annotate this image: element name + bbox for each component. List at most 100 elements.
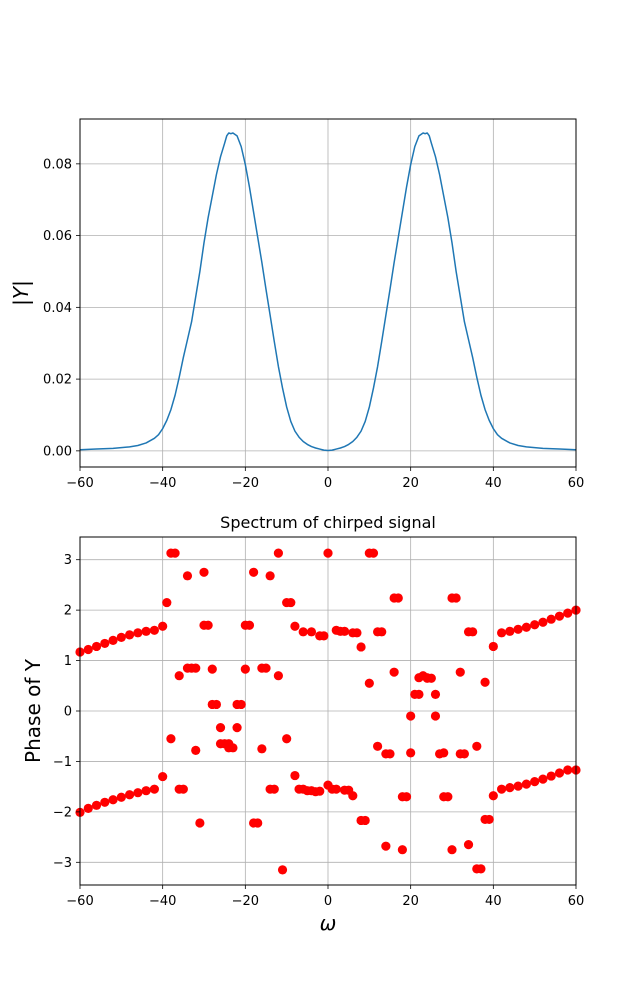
phase-data-point [327,784,337,794]
phase-data-point [455,667,465,677]
phase-plot-title: Spectrum of chirped signal [220,513,436,532]
phase-data-point [443,792,453,802]
phase-data-point [401,792,412,802]
phase-data-point [149,784,159,794]
phase-data-point [484,814,494,825]
magnitude-y-tick-label: 0.00 [43,444,72,459]
phase-data-point [100,638,110,649]
magnitude-y-ticks: 0.00 0.02 0.04 0.06 0.08 [43,157,80,459]
phase-data-point [410,689,420,699]
phase-data-point [373,741,383,751]
phase-data-point [273,548,283,558]
phase-data-point [203,620,213,630]
phase-data-point [319,631,329,641]
phase-y-ticks: −3 −2 −1 0 1 2 3 [53,553,80,871]
phase-y-tick-label: 0 [64,705,72,720]
phase-data-point [554,768,565,778]
phase-data-point [116,632,126,642]
magnitude-y-axis-label: |Y| [9,280,33,306]
phase-data-point [377,627,387,637]
magnitude-x-tick-label: 20 [402,476,419,491]
phase-data-point [463,840,474,850]
magnitude-grid [79,119,577,467]
phase-data-point [236,699,246,710]
phase-y-tick-label: −2 [53,805,72,820]
phase-data-point [451,593,461,603]
magnitude-x-tick-label: 40 [485,476,502,491]
phase-data-point [497,628,507,638]
phase-x-tick-label: −60 [66,894,93,909]
phase-data-point [162,597,172,608]
phase-data-point [406,748,416,758]
phase-y-tick-label: 3 [64,553,72,568]
magnitude-y-tick-label: 0.02 [43,373,72,388]
phase-data-point [530,620,540,630]
phase-data-point [302,786,312,796]
phase-data-point [257,744,267,754]
phase-data-point [220,739,230,749]
phase-data-point [215,723,226,733]
magnitude-x-tick-label: −20 [232,476,259,491]
phase-data-point [397,845,407,855]
phase-plot: Spectrum of chirped signal −60 −40 −20 0 20 4… [21,513,584,935]
phase-data-point [393,593,403,603]
phase-y-tick-label: 2 [64,604,72,619]
phase-data-point [468,627,478,637]
phase-data-point [100,797,110,807]
phase-data-point [505,626,515,636]
phase-data-point [294,784,304,794]
phase-data-point [178,784,188,794]
phase-data-point [211,699,221,710]
phase-x-ticks: −60 −40 −20 0 20 40 60 [66,885,584,909]
magnitude-x-tick-label: 60 [568,476,585,491]
phase-x-tick-label: 20 [402,894,419,909]
phase-data-point [195,818,205,828]
phase-data-point [521,779,532,789]
phase-data-point [273,671,283,681]
magnitude-y-tick-label: 0.08 [43,157,72,172]
phase-data-point [505,783,515,793]
phase-data-point [170,548,180,558]
phase-x-tick-label: 0 [324,894,332,909]
phase-data-point [538,617,548,627]
phase-y-tick-label: 1 [64,654,72,669]
phase-x-tick-label: 40 [485,894,502,909]
phase-data-point [269,784,279,794]
phase-data-point [459,749,469,759]
phase-data-point [290,621,300,631]
phase-y-tick-label: −3 [53,856,72,871]
phase-data-point [228,743,238,753]
phase-data-point [298,627,308,637]
phase-data-point [261,663,271,673]
phase-data-point [207,664,217,674]
phase-y-tick-label: −1 [53,755,72,770]
phase-data-point [108,795,118,805]
phase-data-point [265,571,275,581]
phase-data-point [141,786,151,796]
phase-data-point [116,792,126,802]
magnitude-series-line [79,132,577,452]
phase-data-point [306,627,317,637]
phase-data-point [488,791,498,801]
phase-data-point [149,625,159,635]
phase-data-point [91,800,102,810]
phase-data-point [546,771,556,781]
phase-data-point [249,567,259,577]
phase-data-point [125,630,135,640]
phase-data-point [356,642,366,652]
phase-data-point [191,745,201,755]
phase-data-point [158,621,168,631]
phase-data-point [472,741,482,751]
phase-data-point [364,678,374,688]
phase-data-point [125,790,135,800]
phase-data-point [240,664,250,674]
phase-data-point [435,749,445,759]
phase-marks [75,548,581,875]
phase-data-point [476,864,486,874]
phase-data-point [286,597,296,608]
phase-data-point [530,777,540,787]
phase-data-point [335,626,345,636]
phase-data-point [277,865,288,875]
phase-data-point [554,611,565,621]
